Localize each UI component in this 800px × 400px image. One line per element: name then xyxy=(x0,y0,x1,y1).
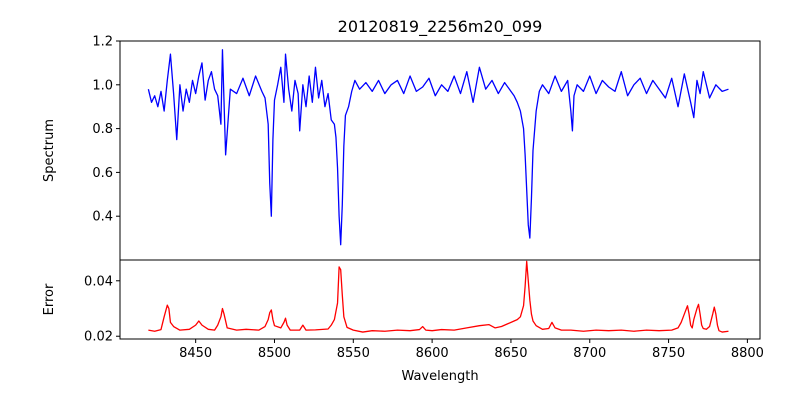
y-axis-label-error: Error xyxy=(42,283,57,315)
error-series-line xyxy=(148,260,729,333)
spectrum-series-line xyxy=(147,49,729,246)
chart-title: 20120819_2256m20_099 xyxy=(338,17,543,37)
x-tick-label: 8750 xyxy=(652,346,685,361)
error-plot-frame xyxy=(119,259,761,340)
y-tick-label: 0.02 xyxy=(84,330,113,345)
y-axis-label-spectrum: Spectrum xyxy=(42,119,57,182)
x-tick-label: 8500 xyxy=(258,346,291,361)
error-panel: 0.02 0.04 8450 8500 8550 8600 8650 8700 8750 8800… xyxy=(42,259,764,384)
x-tick-label: 8450 xyxy=(179,346,212,361)
x-tick-label: 8600 xyxy=(416,346,449,361)
y-tick-label: 1.0 xyxy=(92,78,113,93)
y-tick-label: 0.4 xyxy=(92,210,113,225)
y-tick-label: 1.2 xyxy=(92,35,113,50)
x-tick-label: 8650 xyxy=(494,346,527,361)
y-tick-label: 0.8 xyxy=(92,122,113,137)
y-tick-label: 0.04 xyxy=(84,274,113,289)
spectrum-panel: 0.4 0.6 0.8 1.0 1.2 Spectrum 20120819_2256m20_… xyxy=(42,17,761,261)
spectrum-plot-frame xyxy=(119,40,761,261)
x-tick-label: 8550 xyxy=(337,346,370,361)
x-axis-label: Wavelength xyxy=(401,369,478,384)
y-tick-label: 0.6 xyxy=(92,166,113,181)
x-tick-label: 8800 xyxy=(731,346,764,361)
x-tick-label: 8700 xyxy=(573,346,606,361)
